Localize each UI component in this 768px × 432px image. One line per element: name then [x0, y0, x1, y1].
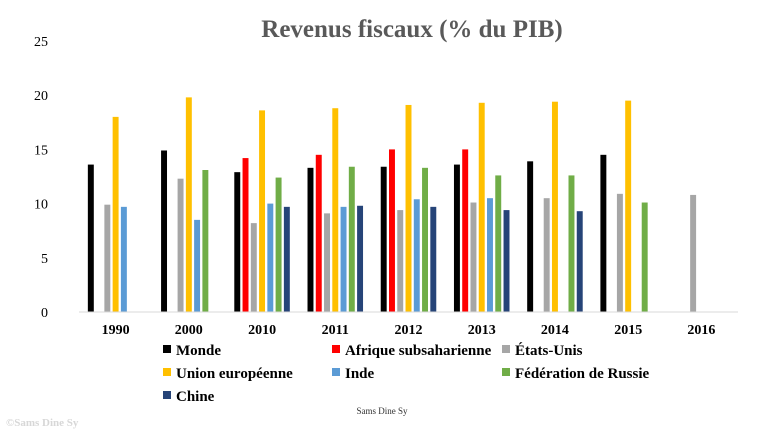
x-tick-label: 2012	[395, 323, 423, 338]
y-tick-label: 10	[34, 198, 48, 213]
x-tick-label: 2010	[248, 323, 276, 338]
bar-inde-2013	[487, 198, 493, 312]
legend-label: Inde	[345, 366, 375, 382]
bar-inde-2000	[194, 219, 201, 312]
bar-inde-2010	[267, 203, 274, 312]
bar-union-europeenne-2000	[185, 97, 192, 313]
bar-afrique-subsaharienne-2013	[462, 149, 469, 312]
bar-monde-2011	[307, 167, 314, 312]
bar-union-europeenne-2011	[332, 108, 339, 313]
legend-item-monde: Monde	[163, 343, 221, 359]
legend-label: Fédération de Russie	[515, 366, 650, 382]
bar-union-europeenne-2013	[478, 102, 485, 312]
bar-inde-2011	[340, 206, 347, 312]
legend-item-afrique-subsaharienne: Afrique subsaharienne	[332, 343, 492, 359]
bar-monde-2015	[600, 154, 607, 312]
legend-swatch	[502, 345, 510, 353]
legend-swatch	[163, 345, 171, 353]
legend-label: Chine	[176, 389, 215, 405]
bar-monde-2013	[453, 164, 460, 312]
bar-etats-unis-2000	[177, 178, 184, 312]
bar-federation-de-russie-2010	[275, 177, 282, 312]
bar-federation-de-russie-2012	[422, 167, 428, 312]
bar-chine-2014	[576, 211, 583, 312]
bar-monde-2014	[527, 161, 534, 312]
y-tick-label: 15	[34, 143, 48, 158]
legend-item-chine: Chine	[163, 389, 215, 405]
legend-swatch	[163, 368, 171, 376]
bars-layer	[87, 97, 697, 313]
legend-swatch	[163, 391, 171, 399]
bar-federation-de-russie-2014	[568, 175, 575, 312]
bar-monde-2010	[234, 172, 241, 312]
legend-swatch	[332, 345, 340, 353]
bar-federation-de-russie-2013	[495, 175, 502, 312]
legend: Monde Afrique subsaharienne États-Unis Unio…	[163, 342, 650, 405]
x-tick-label: 2014	[541, 323, 569, 338]
bar-monde-1990	[87, 164, 94, 312]
bar-etats-unis-1990	[104, 204, 111, 312]
y-tick-label: 5	[41, 252, 48, 267]
bar-etats-unis-2010	[250, 223, 257, 312]
bar-federation-de-russie-2000	[202, 170, 209, 312]
y-axis: 0 5 10 15 20 25	[34, 35, 48, 321]
y-tick-label: 20	[34, 89, 48, 104]
bar-afrique-subsaharienne-2011	[315, 154, 322, 312]
x-tick-label: 2015	[614, 323, 642, 338]
bar-inde-2012	[413, 199, 420, 312]
legend-item-union-europeenne: Union européenne	[163, 366, 293, 382]
legend-swatch	[502, 368, 510, 376]
legend-item-etats-unis: États-Unis	[502, 342, 583, 359]
bar-union-europeenne-2014	[551, 101, 558, 312]
bar-union-europeenne-1990	[112, 116, 119, 312]
x-tick-label: 1990	[102, 323, 130, 338]
legend-item-inde: Inde	[332, 366, 375, 382]
bar-etats-unis-2016	[690, 194, 697, 312]
bar-union-europeenne-2012	[405, 104, 412, 313]
credit-text: Sams Dine Sy	[356, 406, 408, 416]
y-tick-label: 25	[34, 35, 48, 50]
watermark: ©Sams Dine Sy	[6, 417, 79, 429]
bar-etats-unis-2011	[324, 213, 330, 312]
bar-etats-unis-2012	[397, 210, 404, 312]
bar-etats-unis-2014	[543, 198, 550, 312]
bar-federation-de-russie-2015	[641, 202, 648, 312]
bar-etats-unis-2013	[470, 202, 477, 312]
bar-chine-2011	[357, 205, 364, 312]
bar-afrique-subsaharienne-2010	[242, 158, 249, 312]
bar-monde-2000	[161, 150, 168, 312]
bar-federation-de-russie-2011	[348, 166, 355, 312]
legend-label: Afrique subsaharienne	[345, 343, 492, 359]
bar-afrique-subsaharienne-2012	[389, 149, 395, 312]
legend-label: Union européenne	[176, 366, 293, 382]
y-tick-label: 0	[41, 306, 48, 321]
x-tick-label: 2011	[322, 323, 349, 338]
legend-label: Monde	[176, 343, 221, 359]
legend-item-federation-de-russie: Fédération de Russie	[502, 366, 650, 382]
bar-chine-2013	[503, 210, 510, 312]
bar-inde-1990	[120, 206, 127, 312]
x-tick-label: 2016	[687, 323, 715, 338]
x-tick-label: 2013	[468, 323, 496, 338]
legend-label: États-Unis	[515, 342, 583, 359]
bar-union-europeenne-2010	[259, 110, 266, 312]
x-tick-label: 2000	[175, 323, 203, 338]
bar-union-europeenne-2015	[625, 100, 632, 313]
bar-chine-2010	[283, 206, 290, 312]
x-axis: 1990 2000 2010 2011 2012 2013 2014 2015 2016	[102, 323, 716, 338]
bar-monde-2012	[380, 166, 387, 312]
legend-swatch	[332, 368, 340, 376]
bar-chine-2012	[430, 206, 437, 312]
chart-title: Revenus fiscaux (% du PIB)	[261, 16, 562, 43]
bar-etats-unis-2015	[616, 193, 623, 312]
